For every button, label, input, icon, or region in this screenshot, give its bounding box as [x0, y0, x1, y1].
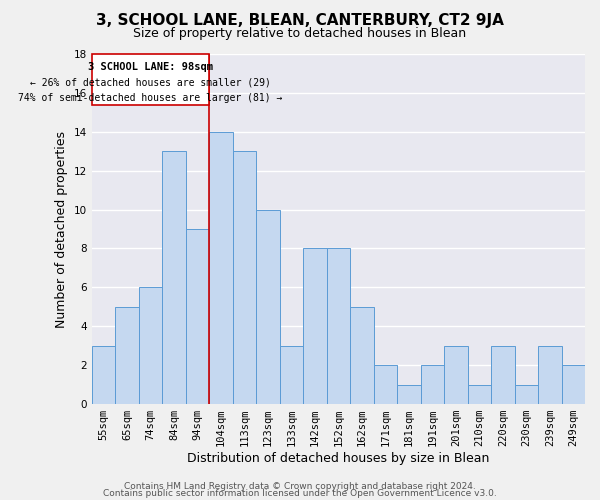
- Bar: [209, 132, 233, 404]
- Bar: [444, 346, 467, 404]
- X-axis label: Distribution of detached houses by size in Blean: Distribution of detached houses by size …: [187, 452, 490, 465]
- Bar: [162, 151, 186, 404]
- Bar: [280, 346, 303, 404]
- Bar: [350, 307, 374, 404]
- Bar: [256, 210, 280, 404]
- Bar: [233, 151, 256, 404]
- Bar: [139, 288, 162, 404]
- Bar: [326, 248, 350, 404]
- Bar: [421, 365, 444, 404]
- Text: 74% of semi-detached houses are larger (81) →: 74% of semi-detached houses are larger (…: [19, 93, 283, 103]
- Y-axis label: Number of detached properties: Number of detached properties: [55, 130, 68, 328]
- Bar: [186, 229, 209, 404]
- Bar: [303, 248, 326, 404]
- Text: Contains HM Land Registry data © Crown copyright and database right 2024.: Contains HM Land Registry data © Crown c…: [124, 482, 476, 491]
- Bar: [538, 346, 562, 404]
- Bar: [467, 384, 491, 404]
- Bar: [491, 346, 515, 404]
- Text: Size of property relative to detached houses in Blean: Size of property relative to detached ho…: [133, 28, 467, 40]
- Bar: [515, 384, 538, 404]
- Text: 3, SCHOOL LANE, BLEAN, CANTERBURY, CT2 9JA: 3, SCHOOL LANE, BLEAN, CANTERBURY, CT2 9…: [96, 12, 504, 28]
- Bar: [92, 346, 115, 404]
- Bar: [397, 384, 421, 404]
- Text: 3 SCHOOL LANE: 98sqm: 3 SCHOOL LANE: 98sqm: [88, 62, 213, 72]
- Bar: [115, 307, 139, 404]
- Text: Contains public sector information licensed under the Open Government Licence v3: Contains public sector information licen…: [103, 489, 497, 498]
- Bar: [374, 365, 397, 404]
- Bar: [92, 54, 209, 104]
- Text: ← 26% of detached houses are smaller (29): ← 26% of detached houses are smaller (29…: [30, 77, 271, 87]
- Bar: [562, 365, 585, 404]
